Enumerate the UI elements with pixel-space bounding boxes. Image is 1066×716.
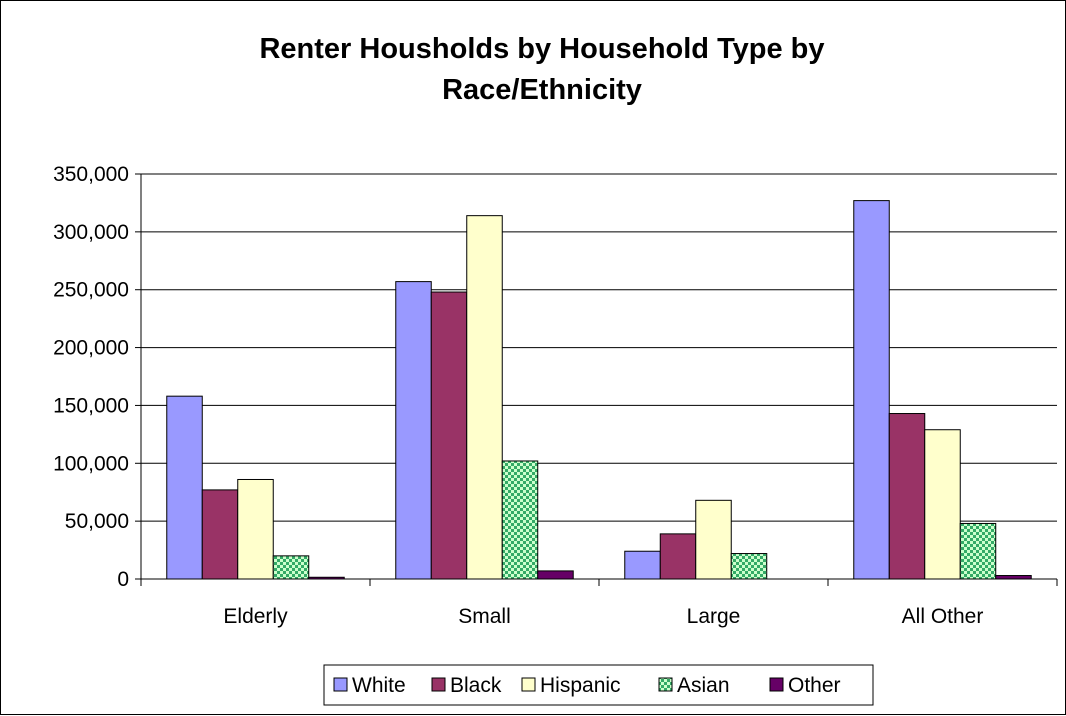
bar-black-all-other (888, 413, 926, 580)
y-tick-label: 0 (117, 568, 129, 591)
bar-asian-all-other (959, 522, 997, 580)
legend-label-asian: Asian (677, 674, 730, 697)
legend-swatch-hispanic (521, 677, 536, 692)
x-axis: Elderly Small Large All Other (140, 578, 1058, 628)
bar-asian-small (501, 460, 539, 580)
bar-other-elderly (308, 576, 345, 580)
bars (166, 200, 1032, 580)
bar-white-all-other (853, 200, 890, 580)
x-tick-label: All Other (902, 605, 984, 628)
bar-hispanic-elderly (237, 478, 274, 580)
gridlines (141, 173, 1057, 522)
legend-label-white: White (352, 674, 406, 697)
y-tick-label: 150,000 (53, 394, 129, 417)
x-tick-label: Elderly (223, 605, 288, 628)
bar-hispanic-large (695, 499, 732, 580)
y-tick-label: 100,000 (53, 452, 129, 475)
chart-title-line-2: Race/Ethnicity (442, 74, 642, 106)
bar-black-elderly (201, 489, 239, 580)
y-axis: 0 50,000 100,000 150,000 200,000 250,000 300,0… (53, 163, 142, 591)
bar-white-elderly (166, 395, 203, 580)
x-tick-label: Large (687, 605, 741, 628)
y-tick-label: 50,000 (65, 510, 129, 533)
bar-white-small (395, 281, 432, 580)
y-tick-label: 300,000 (53, 221, 129, 244)
bar-hispanic-small (466, 215, 503, 580)
bar-asian-elderly (272, 555, 310, 580)
bar-asian-large (730, 553, 768, 580)
legend: White Black Hispanic Asian Other (323, 664, 874, 706)
bar-white-large (624, 550, 661, 580)
legend-label-hispanic: Hispanic (540, 674, 621, 697)
bar-black-large (659, 533, 697, 580)
bar-other-all-other (995, 575, 1032, 580)
legend-swatch-black (431, 677, 446, 692)
bar-other-small (537, 570, 574, 580)
legend-swatch-other (769, 677, 784, 692)
y-tick-label: 200,000 (53, 337, 129, 360)
chart-title-line-1: Renter Housholds by Household Type by (259, 33, 824, 65)
bar-hispanic-all-other (924, 429, 961, 580)
legend-label-other: Other (788, 674, 841, 697)
legend-swatch-white (333, 677, 348, 692)
x-tick-label: Small (458, 605, 511, 628)
legend-swatch-asian (658, 677, 673, 692)
bar-black-small (430, 291, 468, 580)
y-tick-label: 250,000 (53, 279, 129, 302)
y-tick-label: 350,000 (53, 163, 129, 186)
legend-label-black: Black (450, 674, 502, 697)
